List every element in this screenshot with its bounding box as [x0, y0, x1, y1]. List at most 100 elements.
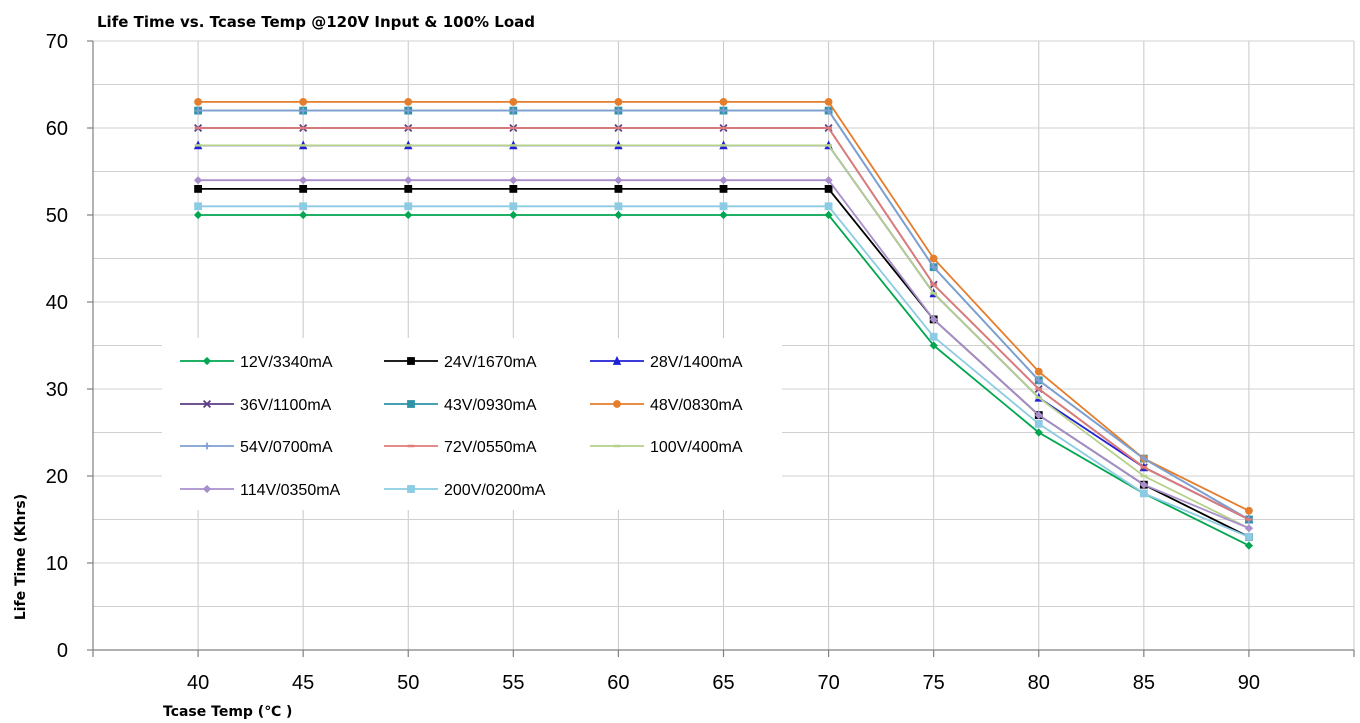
y-tick-label: 10 — [46, 553, 68, 575]
data-point — [509, 98, 518, 106]
data-point — [1140, 455, 1148, 462]
legend-label: 72V/0550mA — [444, 439, 537, 456]
data-point — [202, 399, 212, 409]
x-tick-label: 50 — [397, 672, 419, 694]
data-point — [719, 210, 728, 220]
series-lines — [193, 98, 1254, 550]
data-point — [929, 332, 938, 341]
axes: 40 45 50 55 60 65 70 75 80 85 90 0 10 20 30 40 50 60 70 — [46, 31, 1355, 694]
data-point — [404, 210, 413, 220]
series-8 — [194, 144, 1253, 530]
data-point — [612, 355, 622, 365]
data-point — [929, 341, 938, 350]
legend-label: 28V/1400mA — [650, 354, 743, 371]
data-point — [1034, 367, 1043, 376]
data-point — [929, 254, 938, 263]
legend-item: 54V/0700mA — [180, 439, 333, 456]
data-point — [614, 176, 623, 185]
data-point — [299, 202, 308, 211]
data-point — [824, 98, 833, 106]
data-point — [509, 176, 518, 185]
data-point — [719, 185, 728, 193]
x-axis-title: Tcase Temp (℃ ) — [163, 704, 292, 720]
data-point — [1245, 533, 1253, 541]
data-point — [824, 185, 833, 193]
x-tick-label: 40 — [187, 672, 209, 694]
legend-label: 200V/0200mA — [444, 482, 546, 499]
data-point — [825, 107, 832, 114]
y-tick-label: 20 — [46, 466, 68, 488]
legend-item: 72V/0550mA — [384, 439, 537, 456]
series-0 — [193, 210, 1254, 550]
data-point — [404, 185, 413, 193]
data-point — [299, 176, 308, 185]
x-tick-label: 80 — [1028, 672, 1050, 694]
data-point — [719, 202, 728, 211]
y-axis-title: Life Time (Khrs) — [13, 494, 29, 620]
data-point — [1244, 524, 1254, 533]
data-point — [194, 107, 202, 114]
data-point — [614, 98, 623, 106]
legend-label: 114V/0350mA — [240, 482, 341, 499]
data-point — [509, 210, 518, 220]
x-tick-label: 70 — [817, 672, 839, 694]
data-point — [509, 202, 518, 211]
data-point — [193, 210, 203, 220]
data-point — [194, 185, 202, 193]
legend-label: 12V/3340mA — [240, 354, 333, 371]
data-point — [615, 107, 622, 114]
data-point — [929, 315, 938, 324]
legend-item: 12V/3340mA — [180, 354, 333, 371]
data-point — [614, 185, 623, 193]
data-point — [299, 210, 308, 220]
legend-item: 36V/1100mA — [180, 397, 332, 414]
data-point — [509, 107, 517, 114]
x-tick-label: 60 — [607, 672, 629, 694]
y-tick-label: 70 — [46, 31, 68, 53]
data-point — [203, 442, 211, 450]
data-point — [299, 185, 308, 193]
legend-background — [162, 338, 782, 510]
x-tick-label: 90 — [1238, 672, 1260, 694]
data-point — [614, 210, 623, 220]
data-point — [1244, 541, 1254, 550]
data-point — [407, 485, 415, 493]
legend-item: 100V/400mA — [590, 439, 743, 456]
y-tick-label: 60 — [46, 118, 68, 140]
y-tick-label: 0 — [57, 640, 68, 662]
x-tick-label: 65 — [712, 672, 734, 694]
legend: 12V/3340mA 24V/1670mA 28V/1400mA 36V/1100mA… — [162, 338, 782, 510]
data-point — [404, 98, 413, 106]
data-point — [824, 202, 833, 211]
legend-item: 200V/0200mA — [384, 482, 546, 499]
data-point — [614, 202, 623, 211]
data-point — [1034, 410, 1043, 420]
data-point — [1245, 506, 1253, 515]
data-point — [719, 98, 728, 106]
legend-label: 100V/400mA — [650, 439, 743, 456]
data-point — [509, 185, 518, 193]
y-tick-label: 40 — [46, 292, 68, 314]
data-point — [404, 202, 413, 211]
data-point — [299, 107, 307, 114]
legend-item: 48V/0830mA — [590, 397, 743, 414]
data-point — [824, 176, 833, 185]
x-tick-label: 85 — [1133, 672, 1155, 694]
data-point — [194, 202, 202, 211]
legend-item: 24V/1670mA — [384, 354, 537, 371]
data-point — [719, 176, 728, 185]
legend-label: 36V/1100mA — [240, 397, 332, 414]
data-point — [407, 357, 415, 365]
data-point — [193, 176, 203, 185]
legend-label: 43V/0930mA — [444, 397, 537, 414]
legend-label: 48V/0830mA — [650, 397, 743, 414]
data-point — [194, 98, 202, 106]
data-point — [299, 98, 308, 106]
data-point — [720, 107, 727, 114]
legend-item: 28V/1400mA — [590, 354, 743, 371]
legend-label: 24V/1670mA — [444, 354, 537, 371]
data-point — [930, 263, 938, 271]
x-tick-label: 45 — [292, 672, 314, 694]
